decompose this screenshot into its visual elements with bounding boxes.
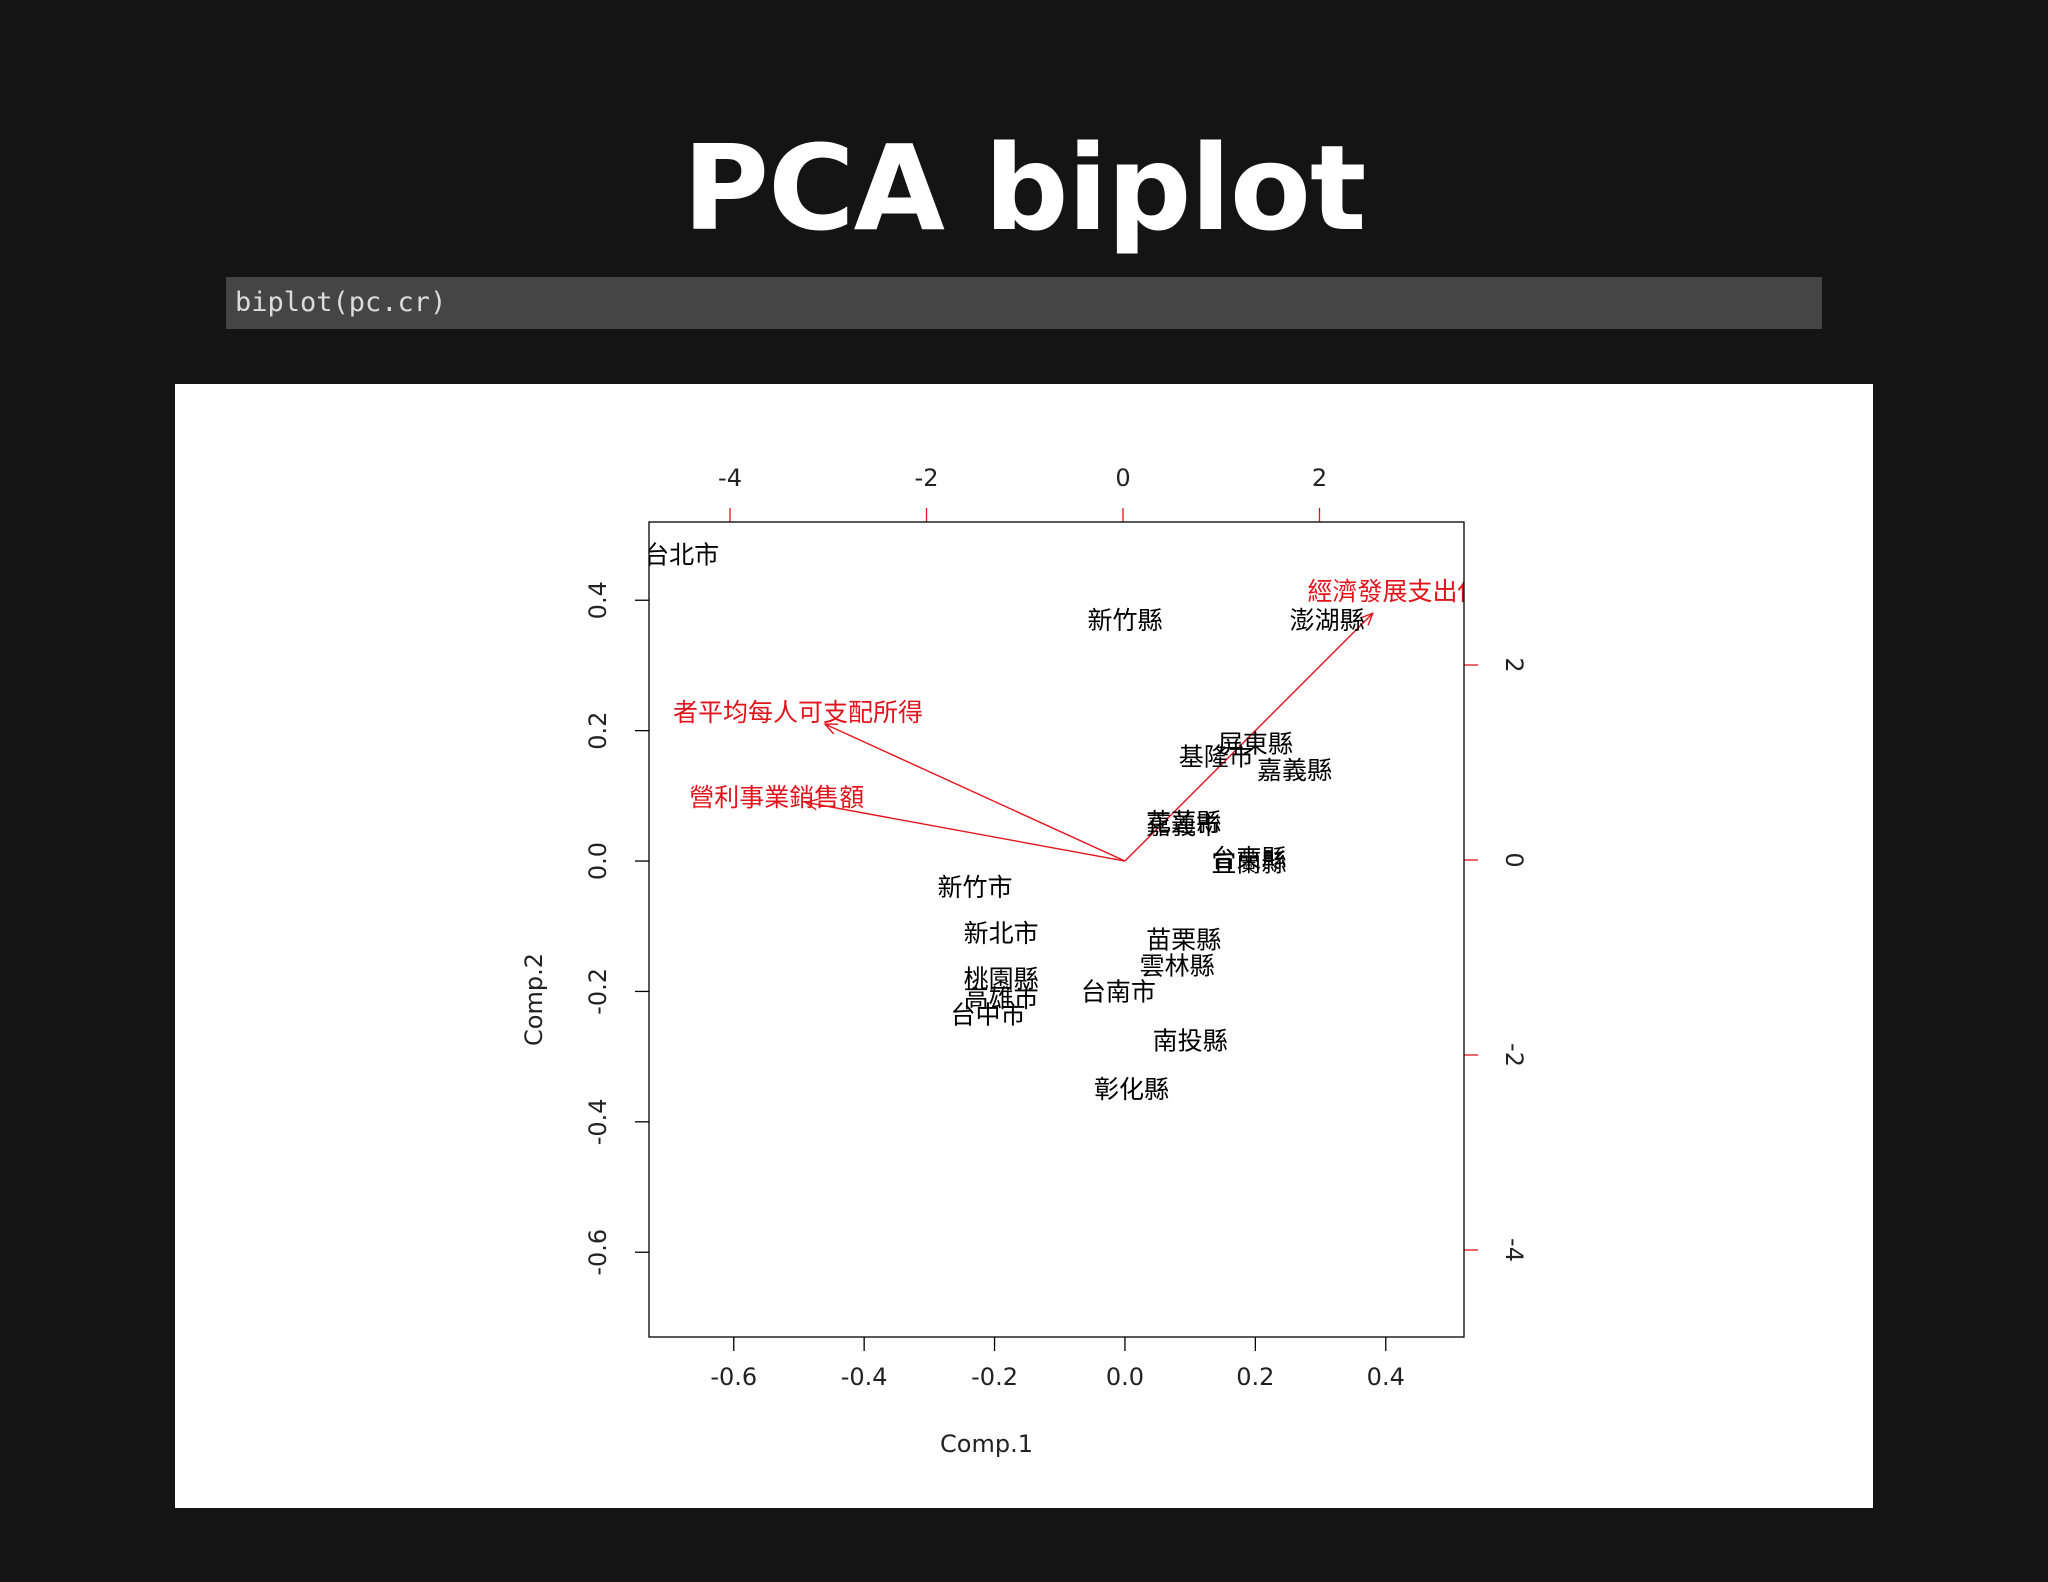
- observation-label: 台中市: [951, 1000, 1026, 1029]
- code-block: biplot(pc.cr): [226, 277, 1822, 329]
- observation-label: 台東縣: [1211, 844, 1286, 873]
- observation-label: 花蓮縣: [1146, 808, 1221, 837]
- y-tick-label: 0.4: [584, 581, 612, 619]
- observation-label: 台南市: [1081, 977, 1156, 1006]
- observation-label: 澎湖縣: [1290, 606, 1365, 635]
- loading-arrowhead: [823, 723, 839, 735]
- y-tick-label: 0.2: [584, 712, 612, 750]
- top-tick-label: 0: [1115, 464, 1130, 492]
- loading-arrow: [805, 801, 1126, 862]
- observation-label: 新竹縣: [1087, 606, 1162, 635]
- observation-label: 彰化縣: [1094, 1075, 1169, 1104]
- x-axis-label: Comp.1: [940, 1430, 1033, 1458]
- loading-arrowhead: [1360, 612, 1374, 626]
- right-tick-label: -2: [1500, 1043, 1528, 1067]
- x-tick-label: -0.6: [710, 1363, 757, 1391]
- loading-arrow: [1124, 612, 1374, 862]
- x-tick-label: 0.2: [1236, 1363, 1274, 1391]
- top-tick-label: -4: [718, 464, 742, 492]
- right-tick-label: 0: [1500, 852, 1528, 867]
- observation-label: 嘉義縣: [1257, 756, 1332, 785]
- x-tick-label: -0.4: [841, 1363, 888, 1391]
- loading-arrow: [824, 723, 1126, 862]
- figure-frame: -0.6 -0.4 -0.2 0.0 0.2 0.4 -0.6 -0.4 -0.2 0.0 0.2 0…: [175, 384, 1873, 1508]
- y-tick-label: -0.4: [584, 1098, 612, 1145]
- axes-layer: -0.6 -0.4 -0.2 0.0 0.2 0.4 -0.6 -0.4 -0.2 0.0 0.2 0…: [584, 464, 1528, 1391]
- y-tick-label: 0.0: [584, 842, 612, 880]
- loading-label: 營利事業銷售額: [689, 783, 864, 812]
- loading-label: 經濟發展支出佔: [1308, 577, 1483, 606]
- right-tick-label: -4: [1500, 1238, 1528, 1262]
- observation-label: 雲林縣: [1140, 951, 1215, 980]
- y-axis-label: Comp.2: [520, 953, 548, 1046]
- y-tick-label: -0.2: [584, 968, 612, 1015]
- observation-label: 台北市: [644, 541, 719, 570]
- x-tick-label: 0.4: [1367, 1363, 1405, 1391]
- x-tick-label: 0.0: [1106, 1363, 1144, 1391]
- x-tick-label: -0.2: [971, 1363, 1018, 1391]
- top-tick-label: -2: [915, 464, 939, 492]
- top-tick-label: 2: [1312, 464, 1327, 492]
- observation-label: 宜蘭縣: [1211, 848, 1286, 877]
- y-tick-label: -0.6: [584, 1229, 612, 1276]
- loading-label: 者平均每人可支配所得: [673, 698, 923, 727]
- observation-label: 高雄市: [964, 984, 1039, 1013]
- observation-label: 基隆市: [1179, 743, 1254, 772]
- observation-label: 屏東縣: [1218, 730, 1293, 759]
- slide-title: PCA biplot: [682, 119, 1367, 257]
- plot-box: [648, 521, 1465, 1338]
- observation-label: 苗栗縣: [1146, 925, 1221, 954]
- observation-label: 桃園縣: [964, 964, 1039, 993]
- loading-arrowhead: [803, 798, 819, 811]
- observation-label: 南投縣: [1153, 1026, 1228, 1055]
- observation-label: 新竹市: [937, 873, 1012, 902]
- observation-label: 新北市: [964, 919, 1039, 948]
- right-tick-label: 2: [1500, 657, 1528, 672]
- observation-label: 嘉義市: [1146, 811, 1221, 840]
- biplot-chart: -0.6 -0.4 -0.2 0.0 0.2 0.4 -0.6 -0.4 -0.2 0.0 0.2 0…: [520, 464, 1528, 1458]
